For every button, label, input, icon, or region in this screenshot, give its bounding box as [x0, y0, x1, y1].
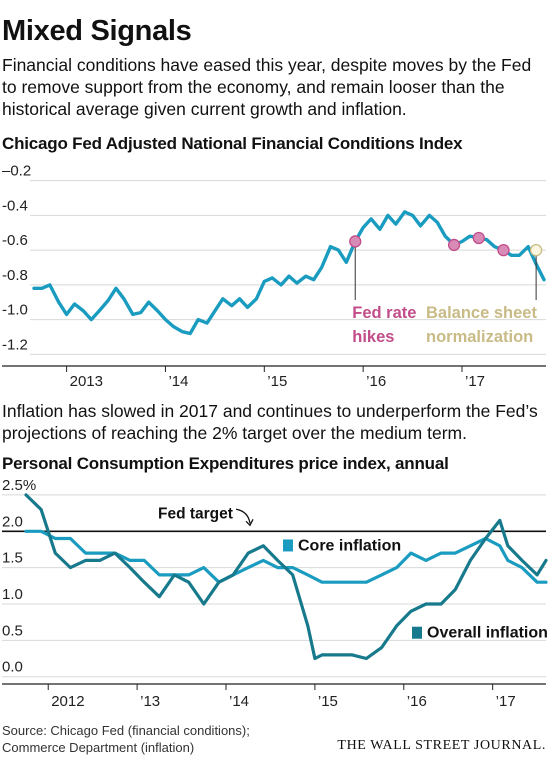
financial-conditions-chart: –0.2 -0.4 -0.6 -0.8 -1.0 -1.2 2013 ’14 ’15 ’16 ’1… — [2, 163, 546, 390]
dek-inflation: Inflation has slowed in 2017 and continu… — [2, 401, 538, 443]
source-note: Source: Chicago Fed (financial condition… — [2, 723, 250, 755]
y-tick-label: -0.4 — [2, 197, 28, 214]
x-tick-label: 2012 — [51, 693, 84, 710]
pce-inflation-chart: 2.5%2.01.51.00.50.0 2012’13’14’15’16’17 … — [2, 478, 548, 710]
arrowhead-icon — [245, 518, 254, 527]
x-tick-label: ’17 — [465, 373, 485, 390]
fed-rate-hike-marker — [497, 243, 510, 257]
fed-rate-hikes-label: hikes — [352, 328, 394, 346]
x-tick-label: ’17 — [496, 693, 516, 710]
overall-inflation-label: Overall inflation — [427, 625, 548, 642]
x-tick-label: ’13 — [140, 693, 160, 710]
y-tick-label: 0.0 — [2, 659, 23, 676]
y-tick-label: 2.0 — [2, 513, 23, 530]
y-tick-label: 2.5% — [2, 478, 36, 494]
core-inflation-swatch — [283, 539, 293, 552]
fed-target-arrow-icon — [235, 508, 251, 524]
y-tick-label: -0.6 — [2, 232, 28, 249]
balance-sheet-marker — [529, 243, 543, 257]
x-tick-label: ’16 — [366, 373, 386, 390]
y-tick-label: 1.0 — [2, 586, 23, 603]
fed-target-label: Fed target — [158, 505, 233, 522]
x-tick-label: ’14 — [229, 693, 249, 710]
y-tick-label: –0.2 — [2, 163, 31, 180]
fed-rate-hike-marker — [447, 238, 461, 252]
balance-sheet-normalization-label: Balance sheet — [426, 304, 537, 322]
fed-rate-hikes-label: Fed rate — [352, 304, 416, 322]
fed-rate-hike-marker — [472, 231, 485, 245]
overall-inflation-swatch — [412, 626, 422, 639]
y-tick-label: -1.2 — [2, 336, 28, 353]
x-tick-label: ’15 — [267, 373, 287, 390]
chart2-title: Personal Consumption Expenditures price … — [2, 454, 449, 473]
x-tick-label: ’15 — [318, 693, 338, 710]
chart1-title: Chicago Fed Adjusted National Financial … — [2, 134, 463, 153]
y-tick-label: 1.5 — [2, 550, 23, 567]
fed-rate-hike-marker — [349, 235, 362, 248]
x-tick-label: ’14 — [168, 373, 188, 390]
y-tick-label: -1.0 — [2, 302, 28, 319]
x-tick-label: 2013 — [70, 373, 103, 390]
masthead-logo: THE WALL STREET JOURNAL. — [337, 738, 546, 753]
dek: Financial conditions have eased this yea… — [2, 55, 532, 119]
x-tick-label: ’16 — [407, 693, 427, 710]
y-tick-label: -0.8 — [2, 267, 28, 284]
headline: Mixed Signals — [2, 15, 192, 47]
core-inflation-label: Core inflation — [298, 537, 401, 554]
balance-sheet-normalization-label: normalization — [426, 328, 533, 346]
y-tick-label: 0.5 — [2, 622, 23, 639]
overall-inflation-line — [24, 493, 548, 661]
